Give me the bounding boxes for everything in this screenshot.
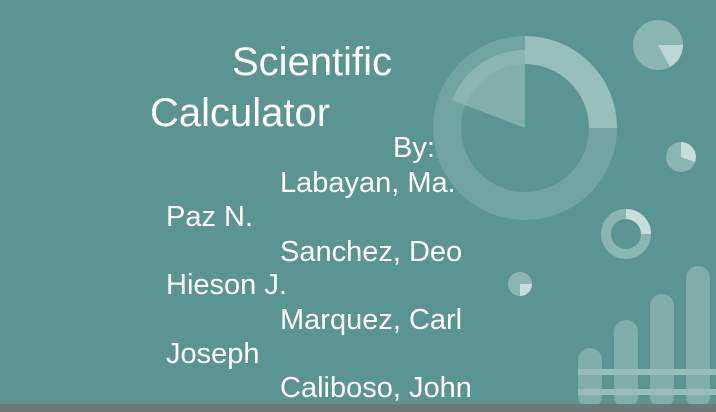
small-pie-icon bbox=[633, 20, 684, 70]
bar-chart-icon bbox=[578, 266, 716, 408]
author-line-3: Sanchez, Deo bbox=[280, 236, 463, 268]
author-line-1: Labayan, Ma. bbox=[280, 167, 456, 199]
dot-pie-icon bbox=[508, 272, 532, 296]
by-label: By: bbox=[393, 132, 435, 164]
medium-donut-icon bbox=[601, 209, 651, 259]
donut-chart-icon bbox=[433, 36, 617, 220]
title-line-1: Scientific bbox=[232, 40, 393, 84]
author-line-5: Marquez, Carl bbox=[280, 304, 463, 336]
author-line-4: Hieson J. bbox=[166, 269, 287, 301]
author-line-6: Joseph bbox=[166, 338, 260, 370]
author-line-7: Caliboso, John bbox=[280, 372, 472, 404]
author-line-2: Paz N. bbox=[166, 201, 254, 233]
title-line-2: Calculator bbox=[150, 91, 331, 135]
tiny-pie-icon bbox=[666, 142, 696, 172]
bottom-bar bbox=[0, 404, 716, 412]
